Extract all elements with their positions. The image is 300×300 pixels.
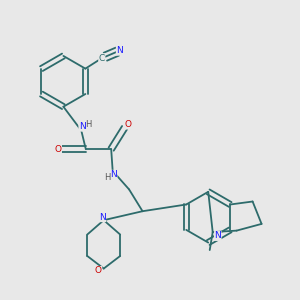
Text: N: N xyxy=(79,122,86,131)
Text: N: N xyxy=(110,170,117,179)
Text: O: O xyxy=(95,266,102,275)
Text: H: H xyxy=(104,173,110,182)
Text: C: C xyxy=(99,54,105,63)
Text: O: O xyxy=(124,120,131,129)
Text: N: N xyxy=(116,46,123,55)
Text: N: N xyxy=(214,232,221,241)
Text: O: O xyxy=(55,145,62,154)
Text: H: H xyxy=(85,119,91,128)
Text: N: N xyxy=(99,213,106,222)
